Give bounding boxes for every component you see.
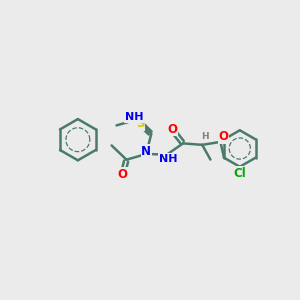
Text: S: S [136, 117, 144, 130]
Text: O: O [218, 130, 228, 143]
Text: NH: NH [159, 154, 178, 164]
Text: O: O [118, 168, 128, 181]
Text: O: O [167, 123, 177, 136]
Text: H: H [201, 132, 209, 141]
Text: NH: NH [125, 112, 143, 122]
Text: Cl: Cl [233, 167, 246, 180]
Text: N: N [141, 145, 151, 158]
